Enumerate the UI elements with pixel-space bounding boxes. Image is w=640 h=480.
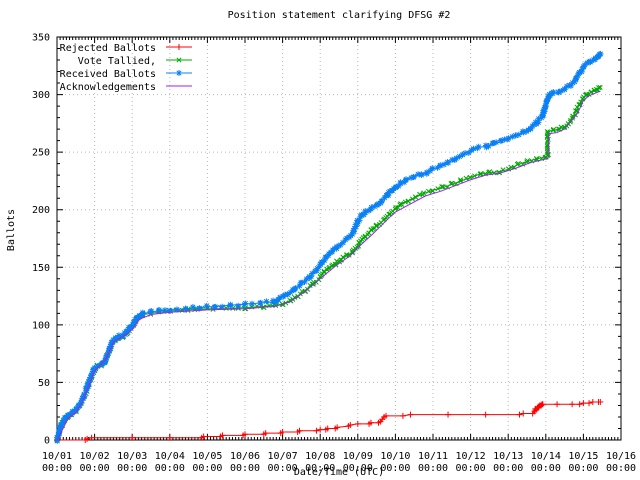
x-tick-date: 10/12 [456,451,486,462]
x-tick-date: 10/07 [268,451,298,462]
axis-ticks [56,36,622,441]
legend-sample-marker [176,57,182,63]
plot-border [56,36,622,441]
x-tick-time: 00:00 [343,463,373,474]
x-tick-time: 00:00 [568,463,598,474]
data-series [54,50,604,444]
grid-lines [57,37,621,440]
y-tick-label: 300 [32,90,50,101]
series-line-rejected-ballots [57,401,601,441]
x-tick-time: 00:00 [42,463,72,474]
y-tick-label: 200 [32,205,50,216]
x-tick-time: 00:00 [531,463,561,474]
series-markers-vote-tallied [54,84,603,443]
legend-sample-marker [176,70,182,76]
series-markers-received-ballots [54,50,604,444]
y-tick-label: 100 [32,320,50,331]
series-line-received-ballots [56,53,601,441]
y-tick-label: 150 [32,263,50,274]
x-tick-date: 10/05 [192,451,222,462]
x-tick-date: 10/01 [42,451,72,462]
legend-label-received-ballots: Received Ballots [60,69,156,80]
y-tick-label: 350 [32,33,50,44]
x-tick-date: 10/09 [343,451,373,462]
x-tick-date: 10/06 [230,451,260,462]
tick-labels: 10/0100:0010/0200:0010/0300:0010/0400:00… [32,33,636,475]
x-axis-label: Date/Time (UTC) [294,467,384,478]
x-tick-date: 10/14 [531,451,561,462]
x-tick-time: 00:00 [493,463,523,474]
x-tick-date: 10/10 [380,451,410,462]
x-tick-date: 10/15 [568,451,598,462]
x-tick-date: 10/02 [80,451,110,462]
legend-label-vote-tallied: Vote Tallied, [78,56,156,67]
legend-label-acknowledgements: Acknowledgements [60,82,156,93]
x-tick-date: 10/08 [305,451,335,462]
x-tick-time: 00:00 [230,463,260,474]
legend-label-rejected-ballots: Rejected Ballots [60,43,156,54]
chart-title: Position statement clarifying DFSG #2 [228,10,451,21]
x-tick-time: 00:00 [192,463,222,474]
y-tick-label: 0 [44,436,50,447]
series-markers-rejected-ballots [54,399,604,443]
x-tick-date: 10/04 [155,451,185,462]
x-tick-time: 00:00 [117,463,147,474]
x-tick-time: 00:00 [155,463,185,474]
x-tick-time: 00:00 [606,463,636,474]
x-tick-date: 10/13 [493,451,523,462]
x-tick-time: 00:00 [418,463,448,474]
legend: Rejected Ballots Vote Tallied, Received … [60,43,192,93]
series-line-vote-tallied [56,87,601,441]
axes [56,36,622,441]
x-tick-time: 00:00 [380,463,410,474]
legend-sample-marker [176,44,182,50]
y-axis-label: Ballots [6,209,17,251]
y-tick-label: 50 [38,378,50,389]
x-tick-date: 10/03 [117,451,147,462]
x-tick-time: 00:00 [456,463,486,474]
x-tick-time: 00:00 [268,463,298,474]
x-tick-time: 00:00 [80,463,110,474]
x-tick-date: 10/11 [418,451,448,462]
x-tick-time: 00:00 [305,463,335,474]
x-tick-date: 10/16 [606,451,636,462]
series-line-acknowledgements [56,90,601,441]
legend-line-samples [166,44,192,87]
y-tick-label: 250 [32,148,50,159]
